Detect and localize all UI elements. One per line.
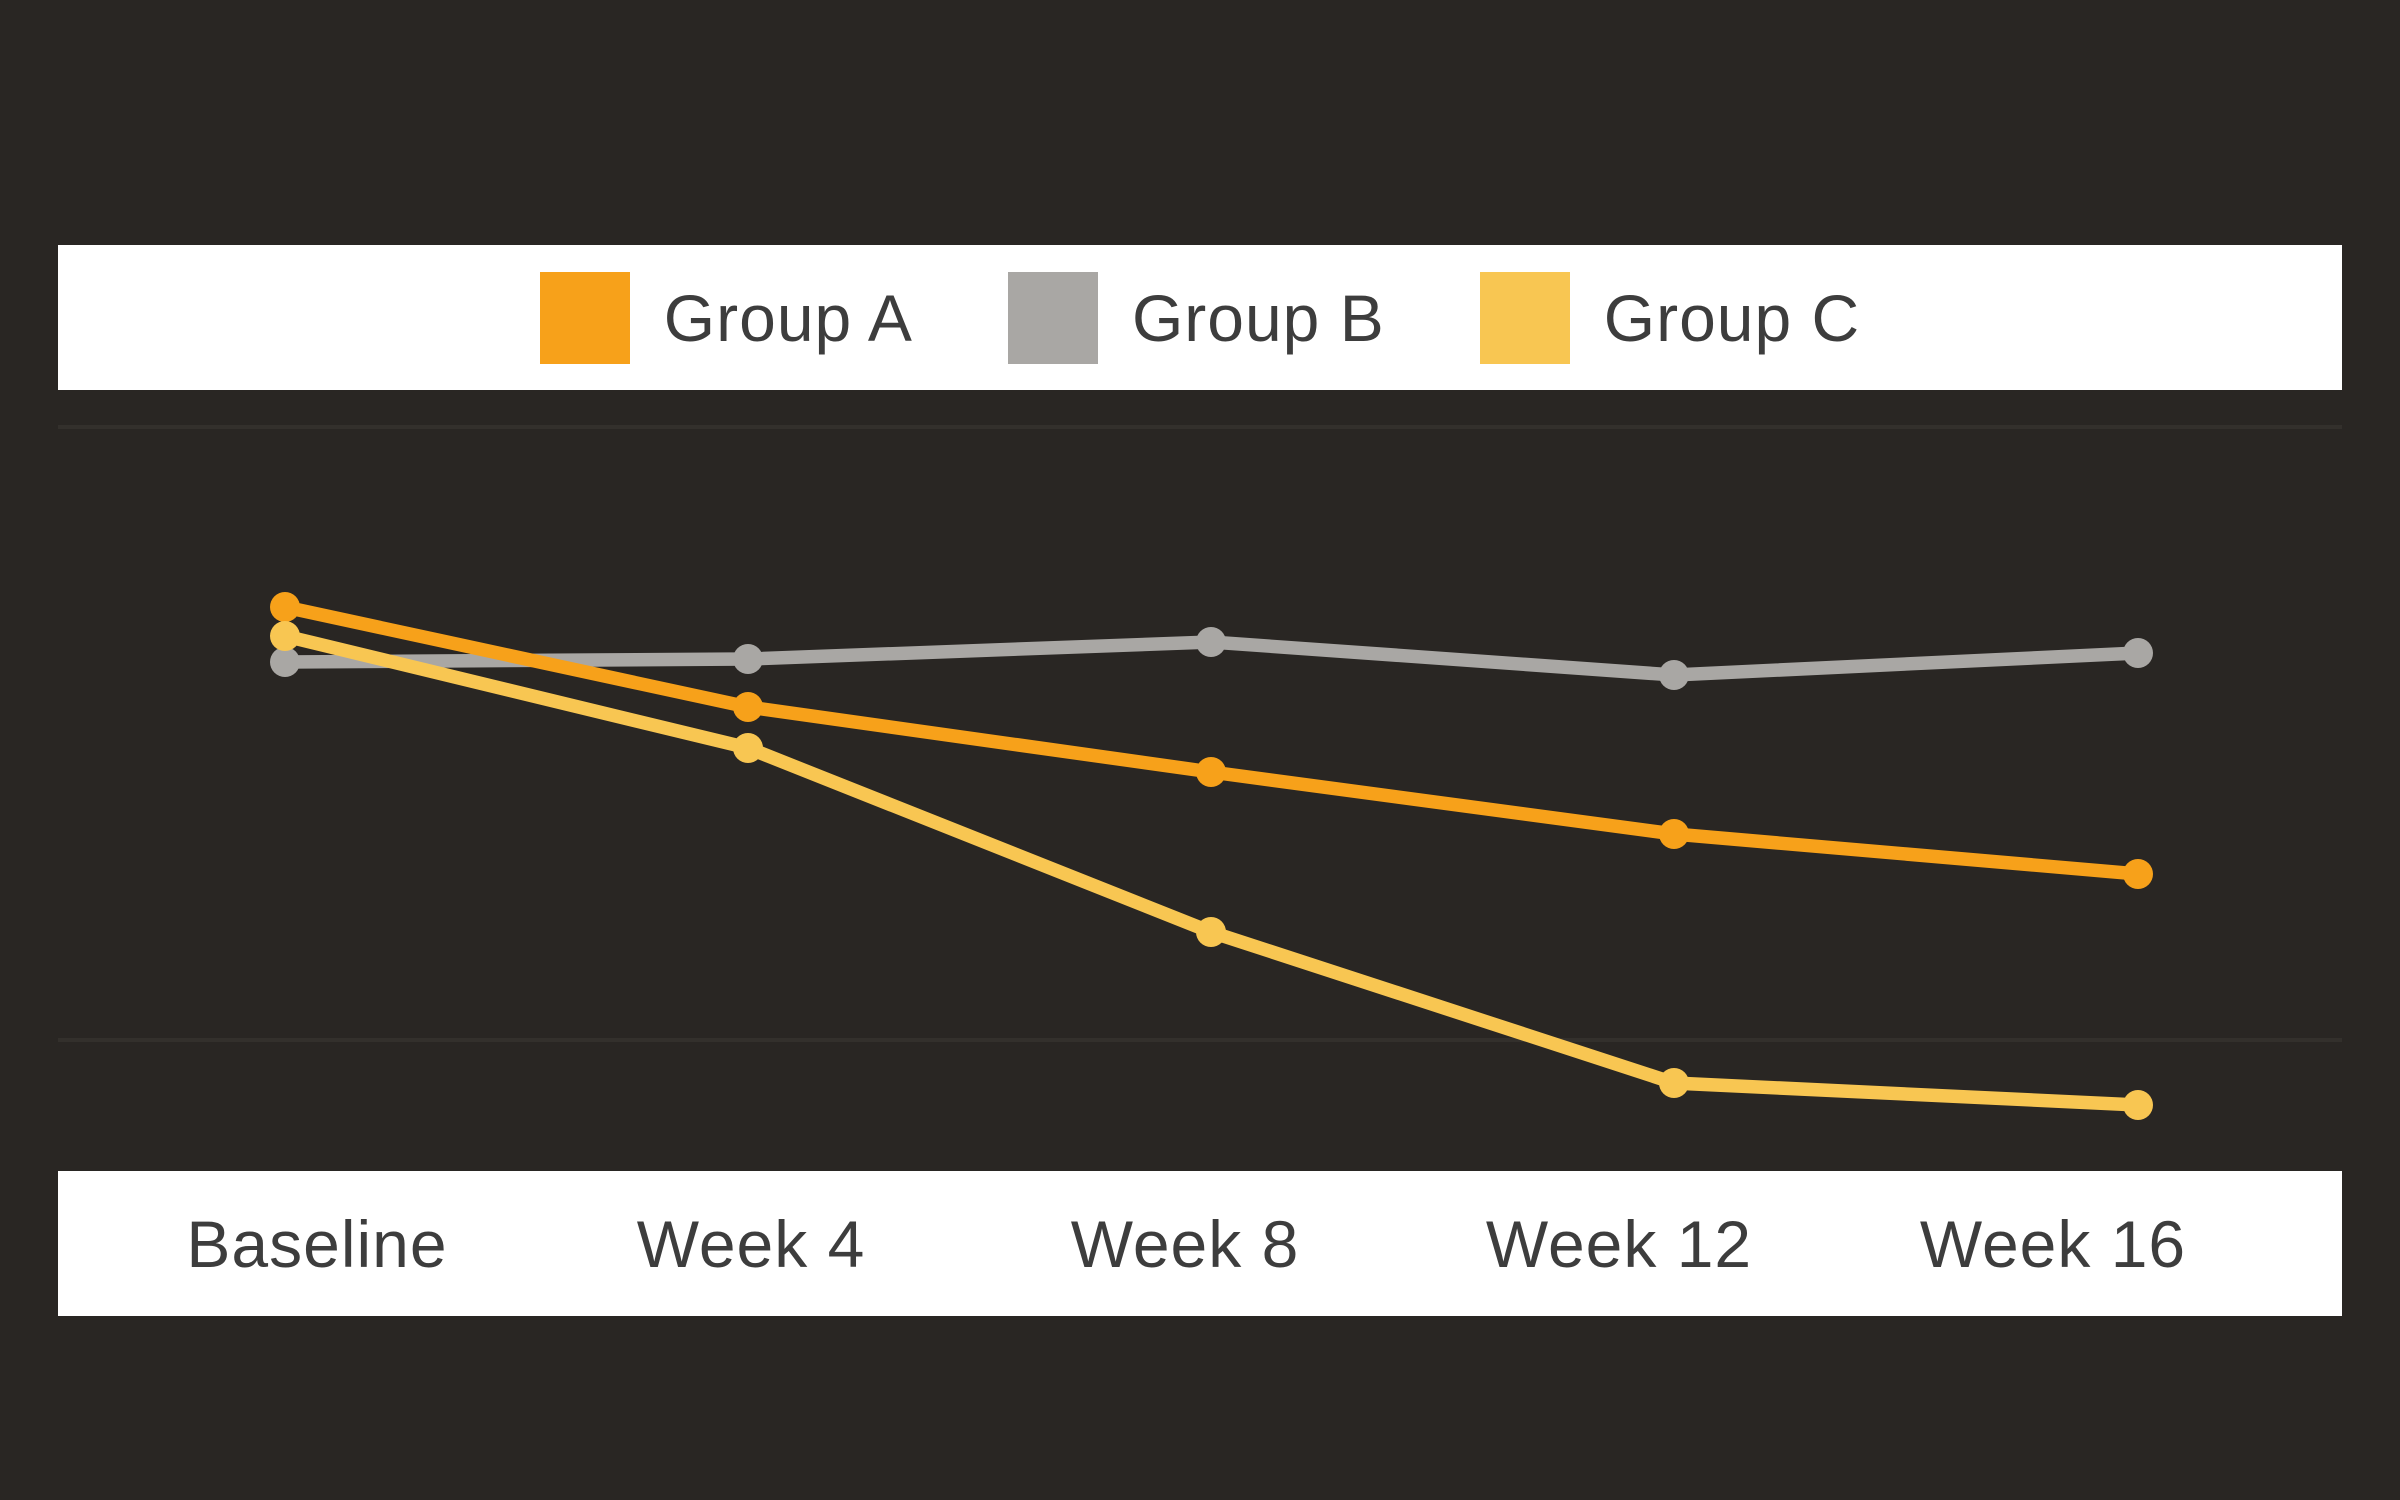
x-tick-baseline: Baseline: [186, 1206, 448, 1281]
data-point-group-a: [1196, 757, 1226, 787]
x-tick-week-16: Week 16: [1919, 1206, 2187, 1281]
legend-swatch-group-a-icon: [539, 271, 630, 364]
legend: Group A Group B Group C: [58, 245, 2342, 390]
data-point-group-b: [1196, 627, 1226, 657]
x-tick-week-4: Week 4: [636, 1206, 866, 1281]
legend-item-group-b: Group B: [1007, 271, 1385, 364]
data-point-group-a: [2123, 859, 2153, 889]
series-line-group-c: [283, 629, 2139, 1112]
legend-label-group-a: Group A: [663, 280, 913, 355]
data-point-group-c: [270, 621, 300, 651]
legend-label-group-b: Group B: [1131, 280, 1385, 355]
legend-swatch-group-c-icon: [1479, 271, 1570, 364]
x-tick-week-8: Week 8: [1070, 1206, 1300, 1281]
data-point-group-c: [1196, 917, 1226, 947]
legend-item-group-c: Group C: [1479, 271, 1861, 364]
data-point-group-c: [1659, 1068, 1689, 1098]
x-axis: Baseline Week 4 Week 8 Week 12 Week 16: [58, 1171, 2342, 1316]
data-point-group-c: [733, 733, 763, 763]
data-point-group-b: [733, 644, 763, 674]
legend-swatch-group-b-icon: [1007, 271, 1098, 364]
x-tick-week-12: Week 12: [1485, 1206, 1753, 1281]
data-point-group-a: [270, 592, 300, 622]
data-point-group-a: [733, 692, 763, 722]
data-point-group-a: [1659, 819, 1689, 849]
data-point-group-b: [270, 647, 300, 677]
data-point-group-b: [1659, 660, 1689, 690]
legend-item-group-a: Group A: [539, 271, 913, 364]
legend-label-group-c: Group C: [1603, 280, 1861, 355]
data-point-group-c: [2123, 1090, 2153, 1120]
data-point-group-b: [2123, 638, 2153, 668]
